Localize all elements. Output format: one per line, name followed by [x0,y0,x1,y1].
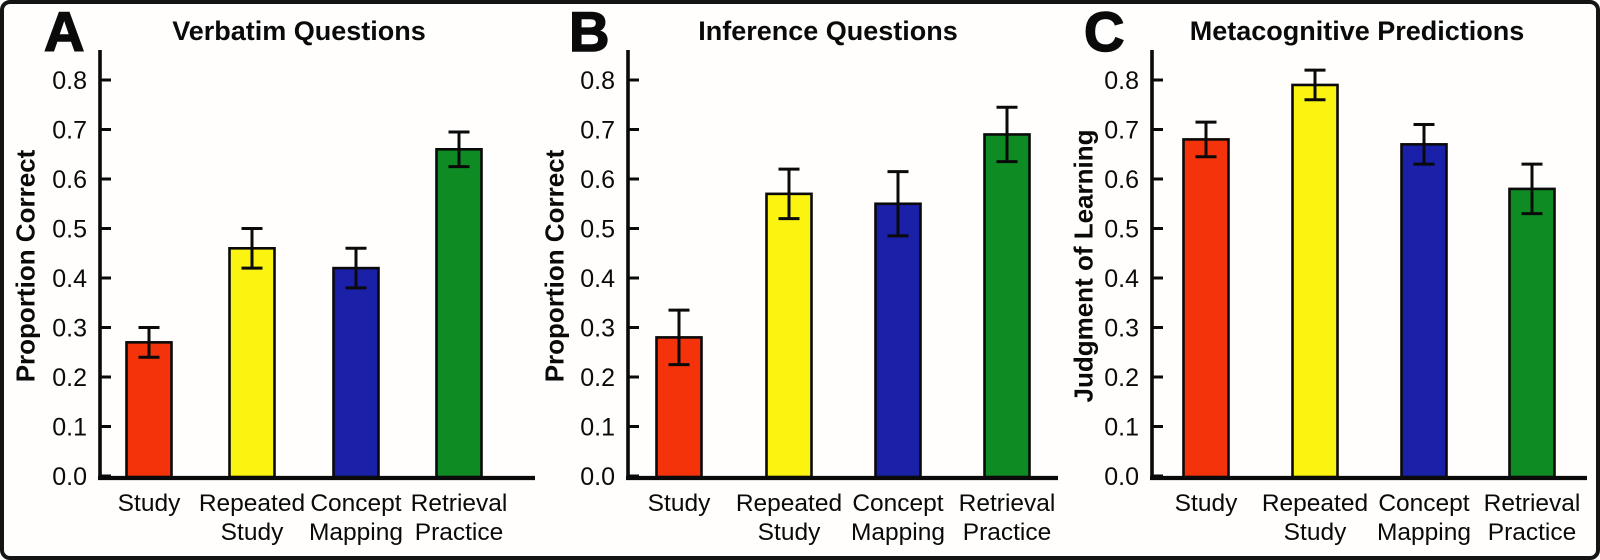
y-tick-label: 0.5 [1104,216,1139,244]
category-label: Concept [1378,490,1469,517]
category-label: Study [758,519,821,546]
y-tick-label: 0.5 [52,216,87,244]
chart-title: Inference Questions [698,16,958,46]
bar [765,192,813,479]
y-tick-label: 0.0 [1104,463,1139,491]
category-label: Mapping [851,519,945,546]
category-label: Concept [852,490,943,517]
category-label: Retrieval [1484,490,1581,517]
bar [125,341,173,479]
panel-letter: B [568,0,611,63]
y-tick-label: 0.2 [1104,364,1139,392]
panel-letter: C [1083,0,1126,63]
bar [228,247,276,479]
category-label: Mapping [309,519,403,546]
y-tick-label: 0.4 [1104,265,1139,293]
y-tick-label: 0.1 [1104,414,1139,442]
chart-title: Metacognitive Predictions [1189,16,1525,46]
category-label: Practice [1488,519,1577,546]
y-tick-label: 0.7 [1104,117,1139,145]
category-label: Study [1284,519,1347,546]
category-label: Practice [415,519,504,546]
y-tick-label: 0.1 [580,414,615,442]
y-tick-label: 0.6 [52,166,87,194]
bar [1182,138,1230,479]
category-label: Repeated [736,490,842,517]
bar [332,266,380,479]
category-label: Concept [310,490,401,517]
chart-title: Verbatim Questions [172,16,426,46]
y-tick-label: 0.2 [580,364,615,392]
category-label: Study [1175,490,1238,517]
category-label: Study [648,490,711,517]
panel-verbatim-questions: A Verbatim Questions Proportion Correct … [4,4,535,556]
category-label: Mapping [1377,519,1471,546]
y-tick-label: 0.8 [580,67,615,95]
category-label: Study [118,490,181,517]
y-tick-label: 0.4 [580,265,615,293]
category-label: Retrieval [411,490,508,517]
y-tick-label: 0.1 [52,414,87,442]
y-tick-label: 0.7 [52,117,87,145]
category-label: Repeated [1262,490,1368,517]
y-tick-label: 0.0 [52,463,87,491]
bar [1508,187,1556,479]
y-tick-label: 0.2 [52,364,87,392]
y-tick-label: 0.6 [580,166,615,194]
panel-inference-questions: B Inference Questions Proportion Correct… [533,4,1064,556]
y-tick-label: 0.3 [1104,315,1139,343]
y-tick-label: 0.8 [52,67,87,95]
category-label: Practice [963,519,1052,546]
y-tick-label: 0.5 [580,216,615,244]
bar [1400,143,1448,479]
category-label: Repeated [199,490,305,517]
bar [435,148,483,479]
bar [874,202,922,479]
category-label: Study [221,519,284,546]
y-tick-label: 0.4 [52,265,87,293]
y-tick-label: 0.8 [1104,67,1139,95]
category-label: Retrieval [959,490,1056,517]
y-tick-label: 0.3 [580,315,615,343]
y-tick-label: 0.7 [580,117,615,145]
panel-letter: A [43,0,86,63]
y-tick-label: 0.6 [1104,166,1139,194]
bar [983,133,1031,479]
bar [1291,83,1339,479]
y-tick-label: 0.0 [580,463,615,491]
y-tick-label: 0.3 [52,315,87,343]
panel-metacognitive-predictions: C Metacognitive Predictions Judgment of … [1062,4,1593,556]
